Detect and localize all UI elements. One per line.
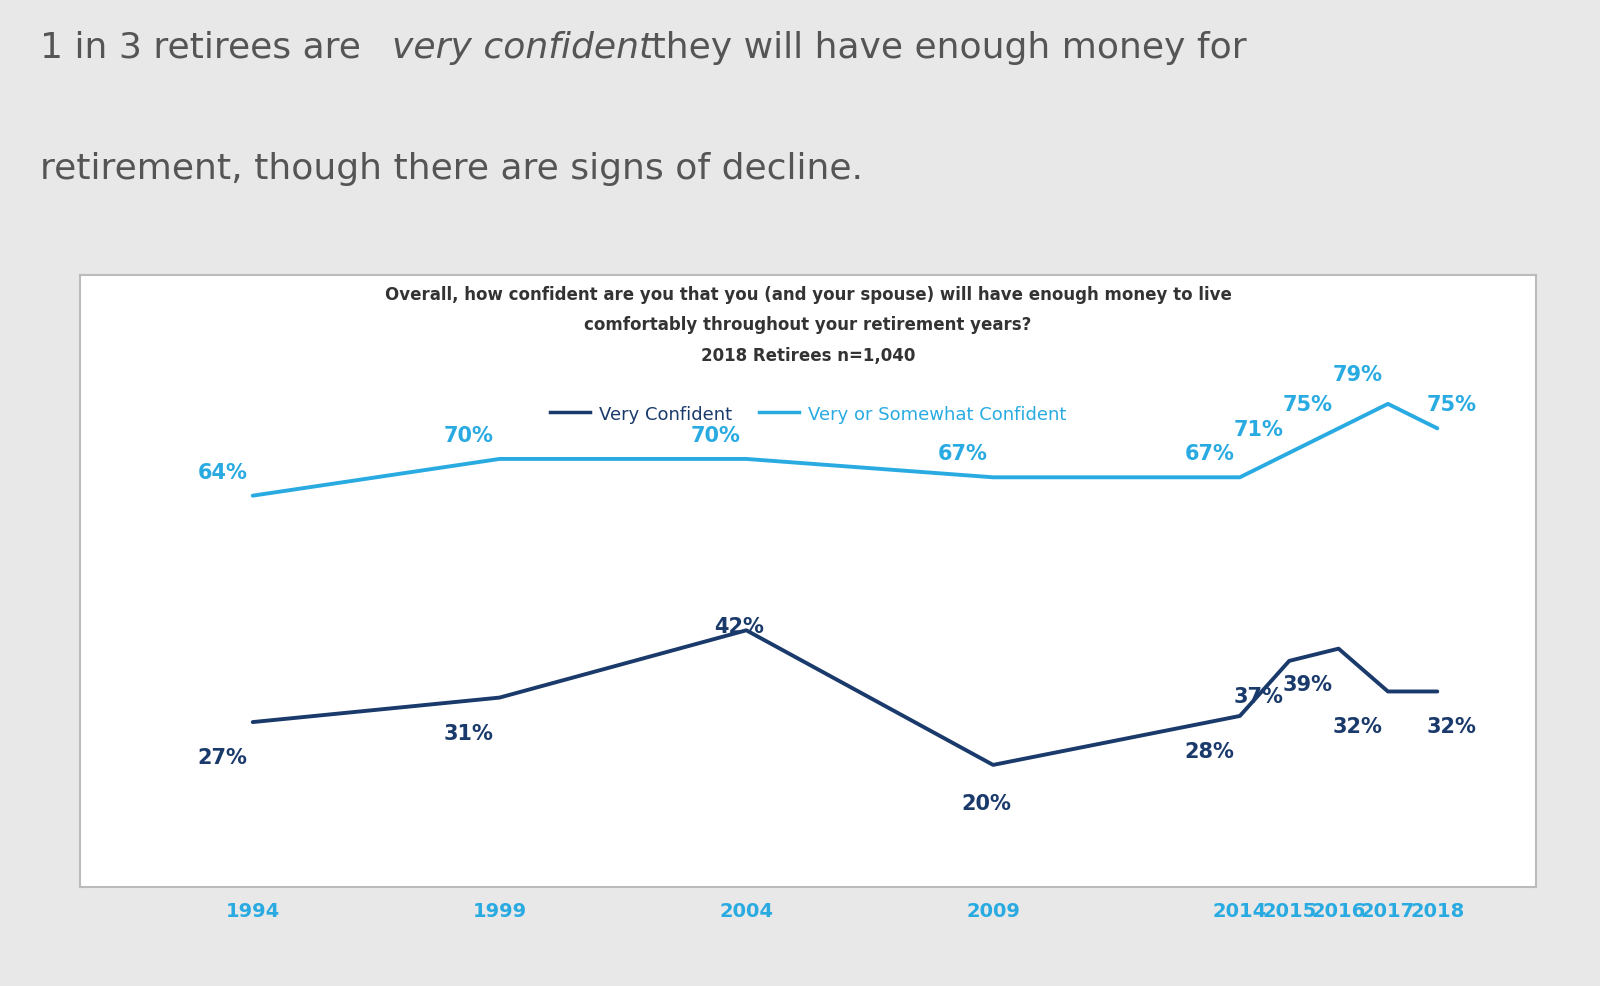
Text: 31%: 31% [445,723,494,742]
Text: 28%: 28% [1184,741,1234,761]
Text: 42%: 42% [715,617,765,637]
Text: 70%: 70% [445,426,494,446]
Legend: Very Confident, Very or Somewhat Confident: Very Confident, Very or Somewhat Confide… [542,398,1074,431]
Text: 20%: 20% [962,793,1011,812]
Text: very confident: very confident [392,31,653,65]
Text: 1 in 3 retirees are: 1 in 3 retirees are [40,31,373,65]
Text: 32%: 32% [1333,717,1382,737]
Text: 75%: 75% [1283,395,1333,415]
Text: 70%: 70% [691,426,741,446]
Text: 67%: 67% [938,444,987,464]
Text: they will have enough money for: they will have enough money for [640,31,1246,65]
Text: comfortably throughout your retirement years?: comfortably throughout your retirement y… [584,316,1032,334]
Text: Overall, how confident are you that you (and your spouse) will have enough money: Overall, how confident are you that you … [384,285,1232,304]
Text: 27%: 27% [197,747,246,767]
Text: 75%: 75% [1426,395,1477,415]
Text: 2018 Retirees n=1,040: 2018 Retirees n=1,040 [701,346,915,365]
Text: 39%: 39% [1283,674,1333,694]
Text: 71%: 71% [1234,419,1283,440]
Text: retirement, though there are signs of decline.: retirement, though there are signs of de… [40,152,862,186]
Text: 37%: 37% [1234,686,1283,706]
Text: 64%: 64% [197,462,246,482]
Text: 67%: 67% [1184,444,1234,464]
Text: 32%: 32% [1426,717,1477,737]
Text: 79%: 79% [1333,365,1382,385]
